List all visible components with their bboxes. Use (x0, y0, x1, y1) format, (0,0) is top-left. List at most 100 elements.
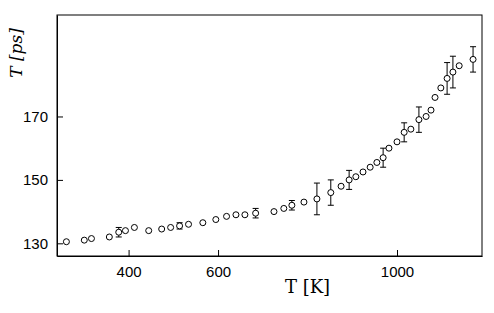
data-point (428, 107, 434, 113)
data-point (177, 223, 183, 229)
data-point (338, 183, 344, 189)
error-bar-cap (444, 94, 450, 95)
y-tick: 170 (23, 108, 63, 125)
error-bar-cap (450, 87, 456, 88)
data-point (63, 239, 69, 245)
error-bar-cap (328, 205, 334, 206)
data-point (360, 169, 366, 175)
plot-frame (57, 15, 482, 256)
data-point (271, 209, 277, 215)
data-point (146, 228, 152, 234)
data-point (314, 196, 320, 202)
data-point (423, 113, 429, 119)
error-bar (450, 56, 456, 88)
error-bar-cap (346, 189, 352, 190)
y-tick: 150 (23, 171, 63, 188)
data-point (367, 164, 373, 170)
error-bar (444, 63, 450, 95)
x-tick-label: 600 (206, 263, 231, 280)
y-tick-mark (57, 243, 63, 244)
data-point (81, 237, 87, 243)
data-point (186, 221, 192, 227)
data-point (456, 63, 462, 69)
chart: 400 600 1000 130 150 170 T [K] T [ps] (0, 0, 494, 313)
data-point (131, 224, 137, 230)
error-bar-cap (401, 122, 407, 123)
error-bar-cap (253, 217, 259, 218)
error-bar-cap (116, 236, 122, 237)
error-bar-cap (470, 72, 476, 73)
x-axis-line (58, 256, 483, 257)
y-tick-label: 150 (23, 171, 48, 188)
error-bar-cap (416, 132, 422, 133)
error-bar-cap (328, 179, 334, 180)
data-point (289, 202, 295, 208)
error-bar (401, 123, 407, 142)
data-point (353, 174, 359, 180)
error-bar-cap (380, 167, 386, 168)
data-point (213, 217, 219, 223)
data-point (374, 159, 380, 165)
data-point (328, 190, 334, 196)
error-bar-cap (444, 62, 450, 63)
data-point (200, 220, 206, 226)
error-bar (328, 180, 334, 205)
plot-area: 400 600 1000 130 150 170 (23, 15, 483, 280)
error-bar (380, 148, 386, 167)
error-bar-cap (416, 106, 422, 107)
data-point (224, 213, 230, 219)
x-tick: 1000 (381, 250, 414, 280)
data-layer (63, 47, 476, 245)
error-bar-cap (380, 148, 386, 149)
error-bar-cap (253, 208, 259, 209)
x-tick-label: 1000 (381, 263, 414, 280)
data-point (432, 94, 438, 100)
data-point (106, 234, 112, 240)
data-point (346, 177, 352, 183)
error-bar (116, 227, 122, 237)
error-bar (314, 183, 320, 215)
data-point (233, 212, 239, 218)
x-tick-label: 400 (117, 263, 142, 280)
x-axis-title: T [K] (285, 276, 330, 297)
data-point (242, 212, 248, 218)
data-point (380, 155, 386, 161)
data-point (301, 199, 307, 205)
x-axis: 400 600 1000 (58, 250, 483, 280)
x-tick: 400 (117, 250, 142, 280)
error-bar (346, 170, 352, 189)
error-bar (289, 201, 295, 211)
error-bar-cap (401, 141, 407, 142)
data-point (168, 224, 174, 230)
data-point (386, 145, 392, 151)
data-point (394, 139, 400, 145)
error-bar (416, 107, 422, 132)
y-tick: 130 (23, 235, 63, 252)
x-tick-mark (218, 250, 219, 256)
error-bar-cap (289, 210, 295, 211)
error-bar-cap (314, 214, 320, 215)
y-axis-title: T [ps] (6, 28, 26, 78)
data-point (438, 85, 444, 91)
y-tick-mark (57, 116, 63, 117)
data-point (253, 210, 259, 216)
data-point (159, 226, 165, 232)
error-bar-cap (470, 46, 476, 47)
data-point (470, 56, 476, 62)
y-tick-mark (57, 180, 63, 181)
y-tick-label: 130 (23, 235, 48, 252)
data-point (116, 229, 122, 235)
data-point (88, 236, 94, 242)
data-point (416, 117, 422, 123)
error-bar (177, 223, 183, 229)
data-point (444, 75, 450, 81)
data-point (408, 126, 414, 132)
data-point (281, 205, 287, 211)
data-point (401, 129, 407, 135)
y-tick-label: 170 (23, 108, 48, 125)
y-axis-line (57, 16, 58, 257)
x-tick: 600 (206, 250, 231, 280)
error-bar-cap (314, 183, 320, 184)
error-bar (253, 208, 259, 218)
error-bar-cap (116, 227, 122, 228)
